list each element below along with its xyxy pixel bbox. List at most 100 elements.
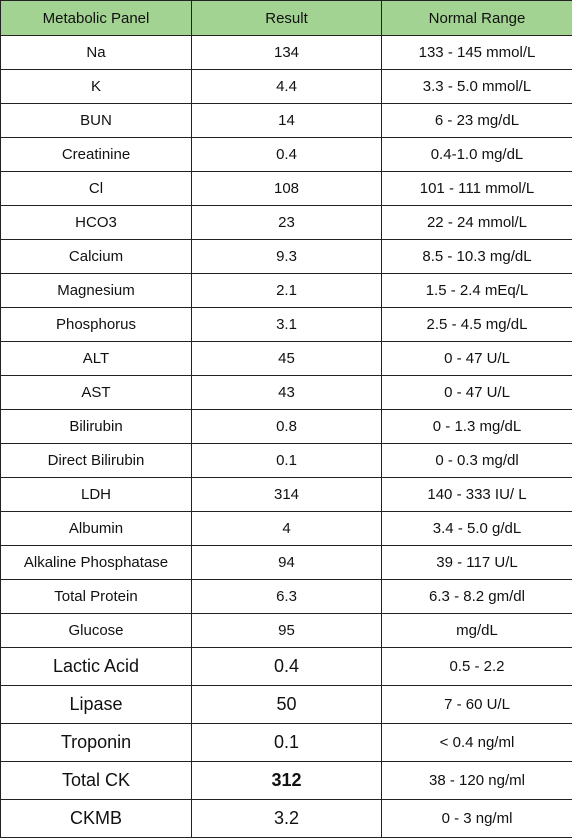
table-cell: Direct Bilirubin bbox=[1, 444, 192, 478]
table-cell: 2.1 bbox=[192, 274, 382, 308]
table-cell: 3.4 - 5.0 g/dL bbox=[382, 512, 572, 546]
table-cell: mg/dL bbox=[382, 614, 572, 648]
table-cell: 14 bbox=[192, 104, 382, 138]
table-cell: Total Protein bbox=[1, 580, 192, 614]
table-cell: 0.8 bbox=[192, 410, 382, 444]
header-cell: Metabolic Panel bbox=[1, 1, 192, 36]
table-cell: 101 - 111 mmol/L bbox=[382, 172, 572, 206]
table-cell: HCO3 bbox=[1, 206, 192, 240]
table-cell: 50 bbox=[192, 686, 382, 724]
table-cell: 134 bbox=[192, 36, 382, 70]
header-cell: Result bbox=[192, 1, 382, 36]
table-cell: BUN bbox=[1, 104, 192, 138]
table-cell: Troponin bbox=[1, 724, 192, 762]
table-cell: 0.5 - 2.2 bbox=[382, 648, 572, 686]
table-cell: 23 bbox=[192, 206, 382, 240]
table-cell: 39 - 117 U/L bbox=[382, 546, 572, 580]
table-cell: Bilirubin bbox=[1, 410, 192, 444]
table-cell: Na bbox=[1, 36, 192, 70]
table-cell: 6 - 23 mg/dL bbox=[382, 104, 572, 138]
table-cell: 38 - 120 ng/ml bbox=[382, 762, 572, 800]
table-cell: 4 bbox=[192, 512, 382, 546]
table-cell: 22 - 24 mmol/L bbox=[382, 206, 572, 240]
table-cell: 0.4 bbox=[192, 648, 382, 686]
table-cell: Alkaline Phosphatase bbox=[1, 546, 192, 580]
table-cell: 95 bbox=[192, 614, 382, 648]
table-cell: 140 - 333 IU/ L bbox=[382, 478, 572, 512]
table-cell: 0.4 bbox=[192, 138, 382, 172]
table-cell: 0 - 47 U/L bbox=[382, 342, 572, 376]
table-cell: 4.4 bbox=[192, 70, 382, 104]
table-cell: 3.2 bbox=[192, 800, 382, 838]
table-cell: Total CK bbox=[1, 762, 192, 800]
table-cell: Lactic Acid bbox=[1, 648, 192, 686]
table-cell: Cl bbox=[1, 172, 192, 206]
table-cell: 0 - 1.3 mg/dL bbox=[382, 410, 572, 444]
table-cell: 0.4-1.0 mg/dL bbox=[382, 138, 572, 172]
table-cell: Magnesium bbox=[1, 274, 192, 308]
table-cell: 314 bbox=[192, 478, 382, 512]
table-cell: Albumin bbox=[1, 512, 192, 546]
table-cell: 9.3 bbox=[192, 240, 382, 274]
table-cell: Creatinine bbox=[1, 138, 192, 172]
table-cell: CKMB bbox=[1, 800, 192, 838]
table-cell: < 0.4 ng/ml bbox=[382, 724, 572, 762]
table-cell: 133 - 145 mmol/L bbox=[382, 36, 572, 70]
table-cell: 312 bbox=[192, 762, 382, 800]
table-cell: 1.5 - 2.4 mEq/L bbox=[382, 274, 572, 308]
table-cell: 43 bbox=[192, 376, 382, 410]
table-cell: AST bbox=[1, 376, 192, 410]
table-cell: 108 bbox=[192, 172, 382, 206]
table-cell: 0 - 3 ng/ml bbox=[382, 800, 572, 838]
table-cell: 6.3 - 8.2 gm/dl bbox=[382, 580, 572, 614]
table-cell: Calcium bbox=[1, 240, 192, 274]
table-cell: 0.1 bbox=[192, 444, 382, 478]
table-cell: ALT bbox=[1, 342, 192, 376]
table-cell: 2.5 - 4.5 mg/dL bbox=[382, 308, 572, 342]
header-cell: Normal Range bbox=[382, 1, 572, 36]
table-cell: 7 - 60 U/L bbox=[382, 686, 572, 724]
table-cell: Lipase bbox=[1, 686, 192, 724]
table-cell: 3.3 - 5.0 mmol/L bbox=[382, 70, 572, 104]
table-cell: 94 bbox=[192, 546, 382, 580]
table-cell: Glucose bbox=[1, 614, 192, 648]
table-cell: 3.1 bbox=[192, 308, 382, 342]
table-cell: 45 bbox=[192, 342, 382, 376]
table-cell: 6.3 bbox=[192, 580, 382, 614]
table-cell: 0 - 47 U/L bbox=[382, 376, 572, 410]
table-cell: K bbox=[1, 70, 192, 104]
table-cell: LDH bbox=[1, 478, 192, 512]
table-cell: 8.5 - 10.3 mg/dL bbox=[382, 240, 572, 274]
table-cell: 0.1 bbox=[192, 724, 382, 762]
table-cell: Phosphorus bbox=[1, 308, 192, 342]
table-cell: 0 - 0.3 mg/dl bbox=[382, 444, 572, 478]
